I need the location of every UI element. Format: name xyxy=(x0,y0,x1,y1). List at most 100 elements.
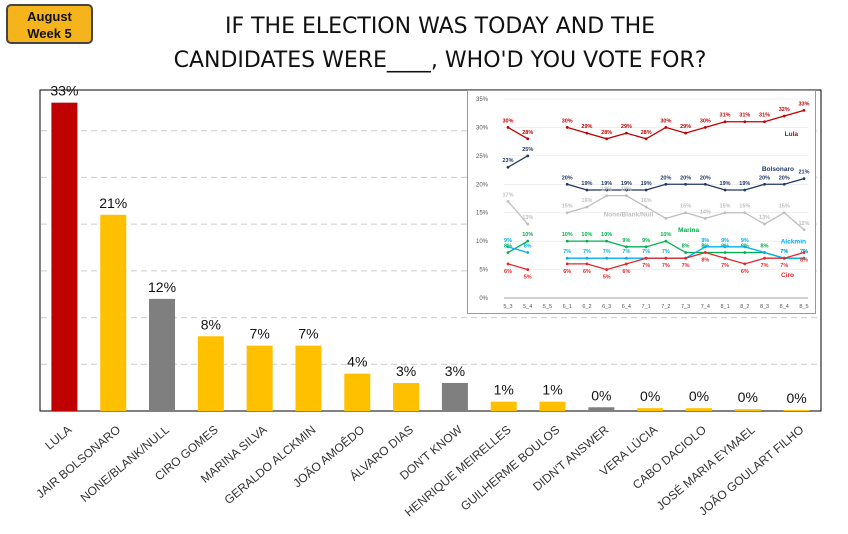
series-data-label: 31% xyxy=(759,113,770,119)
series-point xyxy=(743,211,747,215)
series-data-label: 31% xyxy=(720,113,731,119)
series-point xyxy=(565,262,569,266)
bar xyxy=(441,382,468,411)
series-data-label: 9% xyxy=(701,238,709,244)
bar xyxy=(100,214,127,411)
inset-x-tick: 5_4 xyxy=(523,304,532,310)
series-data-label: 5% xyxy=(524,275,532,281)
series-point xyxy=(625,131,628,135)
series-data-label: 32% xyxy=(779,107,790,113)
series-data-label: 29% xyxy=(621,124,632,130)
series-point xyxy=(703,245,707,249)
bar-value-label: 1% xyxy=(542,382,562,398)
series-data-label: 9% xyxy=(642,238,650,244)
category-label: JAIR BOLSONARO xyxy=(33,423,123,501)
series-data-label: 6% xyxy=(563,269,571,275)
series-data-label: 14% xyxy=(700,209,711,215)
series-point xyxy=(763,120,766,124)
series-point xyxy=(565,126,569,129)
series-data-label: 15% xyxy=(720,204,731,210)
series-data-label: 9% xyxy=(721,238,729,244)
bar-value-label: 0% xyxy=(640,388,660,404)
series-point xyxy=(763,182,766,186)
series-data-label: 7% xyxy=(622,249,630,255)
series-data-label: 10% xyxy=(562,232,573,238)
inset-x-tick: 8_5 xyxy=(799,304,808,310)
series-point xyxy=(506,126,510,129)
series-point xyxy=(743,262,747,266)
series-data-label: 18% xyxy=(621,187,632,193)
inset-x-tick: 7_4 xyxy=(701,304,710,310)
series-point xyxy=(723,245,727,249)
series-data-label: 8% xyxy=(524,244,532,250)
series-point xyxy=(664,256,668,260)
series-data-label: 20% xyxy=(700,175,711,181)
series-point xyxy=(703,251,707,254)
bar-value-label: 7% xyxy=(298,326,318,342)
series-data-label: 15% xyxy=(779,204,790,210)
series-data-label: 20% xyxy=(779,175,790,181)
inset-x-tick: 8_4 xyxy=(780,304,789,310)
series-data-label: 8% xyxy=(761,244,769,250)
series-point xyxy=(743,120,747,124)
series-point xyxy=(703,126,707,129)
series-point xyxy=(782,114,786,118)
series-name-label: None/Blank/Null xyxy=(603,212,653,219)
series-data-label: 8% xyxy=(800,258,808,264)
inset-x-tick: 5_3 xyxy=(503,304,512,310)
series-data-label: 13% xyxy=(522,215,533,221)
inset-y-tick: 10% xyxy=(476,239,489,245)
series-line xyxy=(507,155,529,168)
series-data-label: 7% xyxy=(780,249,788,255)
series-point xyxy=(763,222,766,226)
series-point xyxy=(684,211,687,215)
series-point xyxy=(605,194,609,198)
series-data-label: 9% xyxy=(504,238,512,244)
series-data-label: 20% xyxy=(562,175,573,181)
series-data-label: 30% xyxy=(502,118,513,124)
series-point xyxy=(763,256,766,260)
series-data-label: 9% xyxy=(741,238,749,244)
series-data-label: 10% xyxy=(660,232,671,238)
bar-value-label: 33% xyxy=(50,83,78,99)
series-data-label: 6% xyxy=(504,269,512,275)
series-point xyxy=(506,199,510,203)
series-point xyxy=(743,245,747,249)
bar-value-label: 8% xyxy=(201,316,221,332)
series-data-label: 19% xyxy=(581,181,592,187)
series-data-label: 15% xyxy=(562,204,573,210)
inset-x-tick: 7_3 xyxy=(681,304,690,310)
series-data-label: 7% xyxy=(761,263,769,269)
series-point xyxy=(565,182,569,186)
series-data-label: 15% xyxy=(739,204,750,210)
series-point xyxy=(625,262,628,266)
series-point xyxy=(802,251,806,254)
inset-y-tick: 30% xyxy=(476,125,489,131)
series-data-label: 12% xyxy=(798,221,809,227)
bar xyxy=(490,401,517,411)
series-point xyxy=(526,154,530,158)
bar xyxy=(51,102,78,412)
bar-value-label: 3% xyxy=(396,363,416,379)
bar xyxy=(197,336,224,411)
series-data-label: 19% xyxy=(601,181,612,187)
bar xyxy=(344,373,371,411)
series-point xyxy=(526,268,530,271)
series-data-label: 10% xyxy=(601,232,612,238)
series-point xyxy=(625,256,628,260)
bar xyxy=(149,298,176,411)
bar xyxy=(637,408,664,411)
chart-title: IF THE ELECTION WAS TODAY AND THE CANDID… xyxy=(95,10,785,78)
series-point xyxy=(506,245,510,249)
bar-value-label: 3% xyxy=(445,363,465,379)
series-point xyxy=(763,251,766,254)
series-point xyxy=(743,188,747,192)
inset-x-tick: 6_3 xyxy=(602,304,611,310)
bar xyxy=(588,407,615,411)
series-data-label: 29% xyxy=(680,124,691,130)
bar xyxy=(734,409,761,411)
series-point xyxy=(585,256,589,260)
bar xyxy=(246,345,273,411)
plot-frame xyxy=(39,89,822,412)
